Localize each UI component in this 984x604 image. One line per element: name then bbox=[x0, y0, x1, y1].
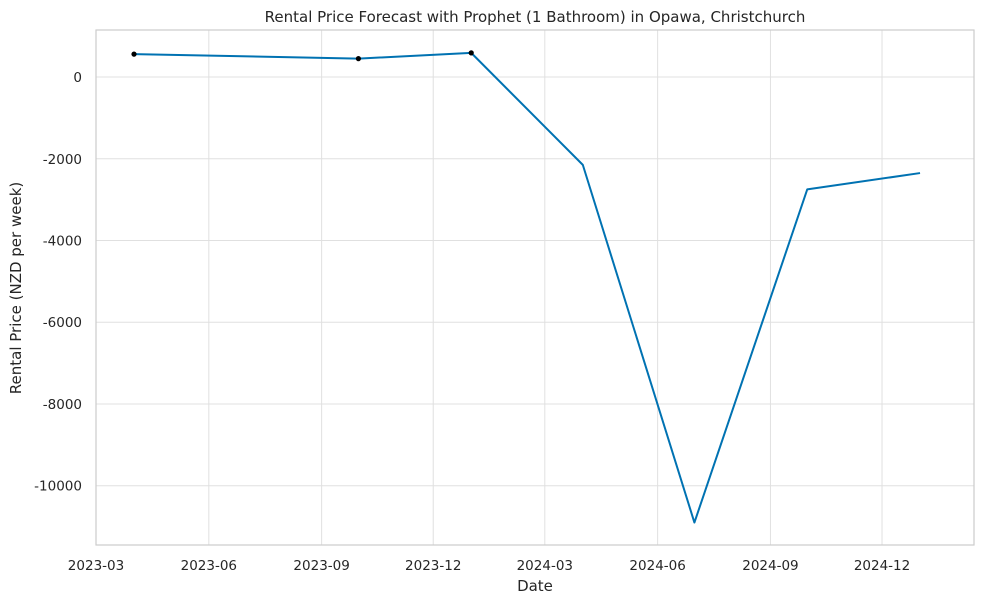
chart-title: Rental Price Forecast with Prophet (1 Ba… bbox=[265, 8, 806, 26]
y-tick-label: -6000 bbox=[43, 315, 82, 331]
y-axis-title: Rental Price (NZD per week) bbox=[7, 182, 25, 394]
observed-point bbox=[131, 51, 137, 57]
x-tick-label: 2023-12 bbox=[405, 558, 461, 574]
x-tick-label: 2023-06 bbox=[181, 558, 237, 574]
data-layer bbox=[131, 50, 921, 524]
plot-frame bbox=[95, 29, 975, 546]
y-tick-label: -10000 bbox=[34, 479, 82, 495]
y-tick-label: -2000 bbox=[43, 152, 82, 168]
tick-label-layer: 2023-03 2023-06 2023-09 2023-12 2024-03 2024-… bbox=[34, 70, 910, 574]
x-axis-title: Date bbox=[517, 577, 553, 595]
grid-layer bbox=[95, 30, 974, 545]
y-tick-label: -8000 bbox=[43, 397, 82, 413]
observed-point bbox=[355, 56, 362, 62]
x-tick-label: 2023-09 bbox=[293, 558, 349, 574]
x-tick-label: 2023-03 bbox=[68, 558, 124, 574]
x-tick-label: 2024-12 bbox=[854, 558, 910, 574]
x-tick-label: 2024-03 bbox=[517, 558, 573, 574]
y-tick-label: 0 bbox=[73, 70, 82, 86]
x-tick-label: 2024-06 bbox=[629, 558, 685, 574]
plot-background bbox=[96, 30, 974, 545]
x-tick-label: 2024-09 bbox=[742, 558, 798, 574]
y-tick-label: -4000 bbox=[43, 233, 82, 249]
observed-point bbox=[468, 50, 474, 56]
